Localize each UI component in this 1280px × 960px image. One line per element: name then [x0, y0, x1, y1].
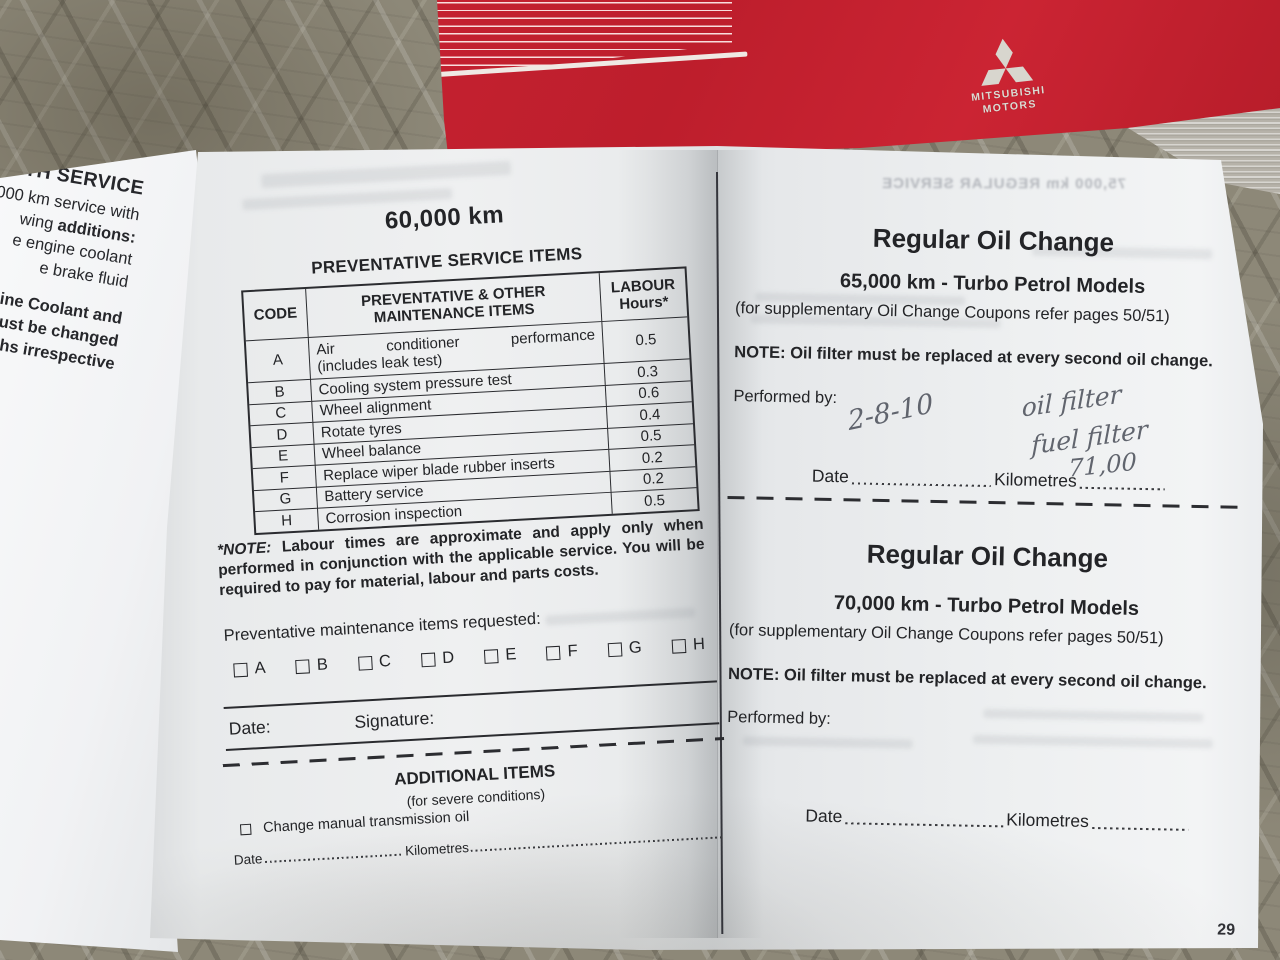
oil-change-subtitle-2: 70,000 km - Turbo Petrol Models — [833, 592, 1140, 620]
handwritten-date: 2-8-10 — [846, 388, 935, 438]
show-through-smudge — [983, 708, 1204, 723]
mitsubishi-logo: MITSUBISHI MOTORS — [943, 30, 1074, 150]
dotted-leader — [264, 853, 404, 864]
dotted-leader — [1091, 826, 1189, 831]
mitsubishi-three-diamond-icon — [981, 38, 1034, 86]
date-label: Date — [233, 851, 263, 868]
date-signature-line: Date: Signature: — [228, 708, 434, 740]
checkbox-e — [483, 648, 499, 664]
row-hours: 0.5 — [601, 316, 690, 364]
row-hours: 0.5 — [610, 487, 698, 514]
checkbox-g — [607, 641, 623, 657]
open-booklet-paper — [150, 146, 1263, 950]
show-through-smudge — [545, 607, 696, 626]
handwritten-note-oil-filter: oil filter — [1021, 379, 1122, 423]
checkbox-b — [295, 658, 311, 674]
oil-change-title-1: Regular Oil Change — [872, 222, 1115, 258]
kilometres-label: Kilometres — [1005, 809, 1090, 831]
show-through-header: 75,000 km REGULAR SERVICE — [881, 175, 1126, 193]
col-header-labour: LABOUR Hours* — [598, 268, 688, 322]
page-number: 29 — [1217, 921, 1236, 939]
dotted-leader — [851, 482, 991, 488]
left-page: 60,000 km PREVENTATIVE SERVICE ITEMS COD… — [190, 137, 735, 960]
rule-line — [223, 680, 718, 710]
performed-by-1: Performed by: — [733, 387, 838, 408]
service-items-table: CODE PREVENTATIVE & OTHER MAINTENANCE IT… — [241, 266, 700, 535]
oil-filter-note-1: NOTE: Oil filter must be replaced at eve… — [734, 343, 1213, 371]
gutter-shadow-right — [717, 150, 763, 938]
right-page: 75,000 km REGULAR SERVICE Regular Oil Ch… — [719, 144, 1256, 960]
dotted-leader — [1079, 486, 1165, 491]
request-label: Preventative maintenance items requested… — [223, 609, 542, 645]
checkbox-f — [546, 645, 561, 660]
row-code: H — [255, 507, 319, 533]
coupon-note-2: (for supplementary Oil Change Coupons re… — [728, 621, 1164, 648]
dashed-divider — [727, 495, 1246, 510]
checkbox-c — [357, 655, 373, 671]
col-header-code: CODE — [253, 304, 298, 325]
checkbox-a — [233, 662, 248, 677]
kilometres-label: Kilometres — [404, 840, 470, 859]
show-through-smudge — [972, 734, 1213, 749]
date-label: Date — [811, 465, 850, 487]
row-code: A — [245, 336, 310, 383]
dotted-leader — [845, 822, 1004, 828]
checkbox-d — [420, 652, 436, 667]
date-label: Date — [805, 805, 843, 827]
show-through-smudge — [742, 736, 913, 749]
gutter-shadow-left — [618, 150, 718, 938]
show-through-smudge — [260, 160, 512, 189]
checkbox-h — [671, 638, 687, 654]
kilometres-label: Kilometres — [993, 469, 1077, 491]
signature-label: Signature: — [353, 707, 435, 732]
oil-filter-note-2: NOTE: Oil filter must be replaced at eve… — [727, 665, 1207, 693]
dotted-leader — [470, 836, 724, 852]
date-km-line-2: Date Kilometres — [805, 806, 1191, 834]
oil-change-title-2: Regular Oil Change — [866, 538, 1109, 574]
performed-by-2: Performed by: — [727, 708, 832, 729]
checkbox-manual-transmission — [239, 823, 252, 835]
date-label: Date: — [228, 716, 272, 739]
